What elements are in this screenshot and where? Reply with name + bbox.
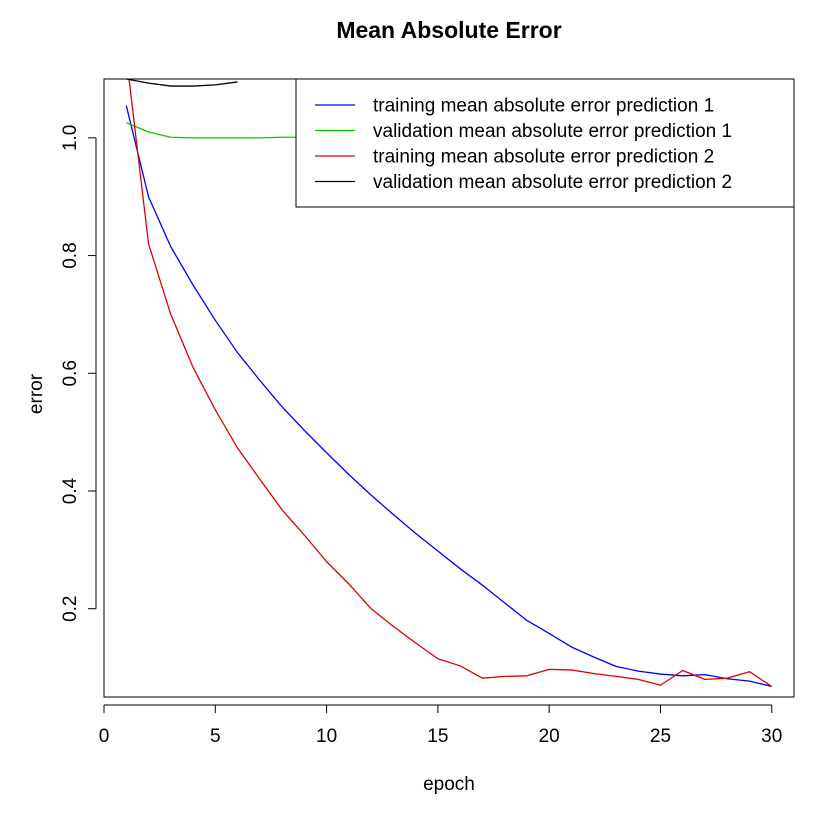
x-tick-label: 25 xyxy=(650,726,671,747)
x-tick-label: 15 xyxy=(427,726,448,747)
y-tick-label: 0.6 xyxy=(60,360,81,386)
series-line-3 xyxy=(128,79,773,687)
legend-label-4: validation mean absolute error predictio… xyxy=(373,172,732,193)
x-tick-label: 30 xyxy=(761,726,782,747)
chart-title: Mean Absolute Error xyxy=(336,17,561,43)
x-tick-label: 10 xyxy=(316,726,337,747)
x-axis-label: epoch xyxy=(423,774,475,795)
legend-label-1: training mean absolute error prediction … xyxy=(373,96,714,117)
x-axis: 0 5 10 15 20 25 30 xyxy=(99,704,782,747)
legend-label-3: training mean absolute error prediction … xyxy=(373,147,714,168)
y-tick-label: 1.0 xyxy=(60,125,81,151)
x-tick-label: 20 xyxy=(539,726,560,747)
y-axis-label: error xyxy=(26,373,47,414)
x-tick-label: 5 xyxy=(210,726,221,747)
y-tick-label: 0.8 xyxy=(60,242,81,268)
y-tick-label: 0.2 xyxy=(60,596,81,622)
series-layer xyxy=(125,79,773,688)
legend: training mean absolute error prediction … xyxy=(295,78,795,208)
legend-label-2: validation mean absolute error predictio… xyxy=(373,121,732,142)
y-axis: 0.2 0.4 0.6 0.8 1.0 xyxy=(60,125,97,622)
series-line-4 xyxy=(126,79,238,87)
series-line-2 xyxy=(126,121,327,139)
x-tick-label: 0 xyxy=(99,726,110,747)
series-line-1 xyxy=(125,105,772,688)
y-tick-label: 0.4 xyxy=(60,477,81,504)
legend-box xyxy=(295,78,795,208)
